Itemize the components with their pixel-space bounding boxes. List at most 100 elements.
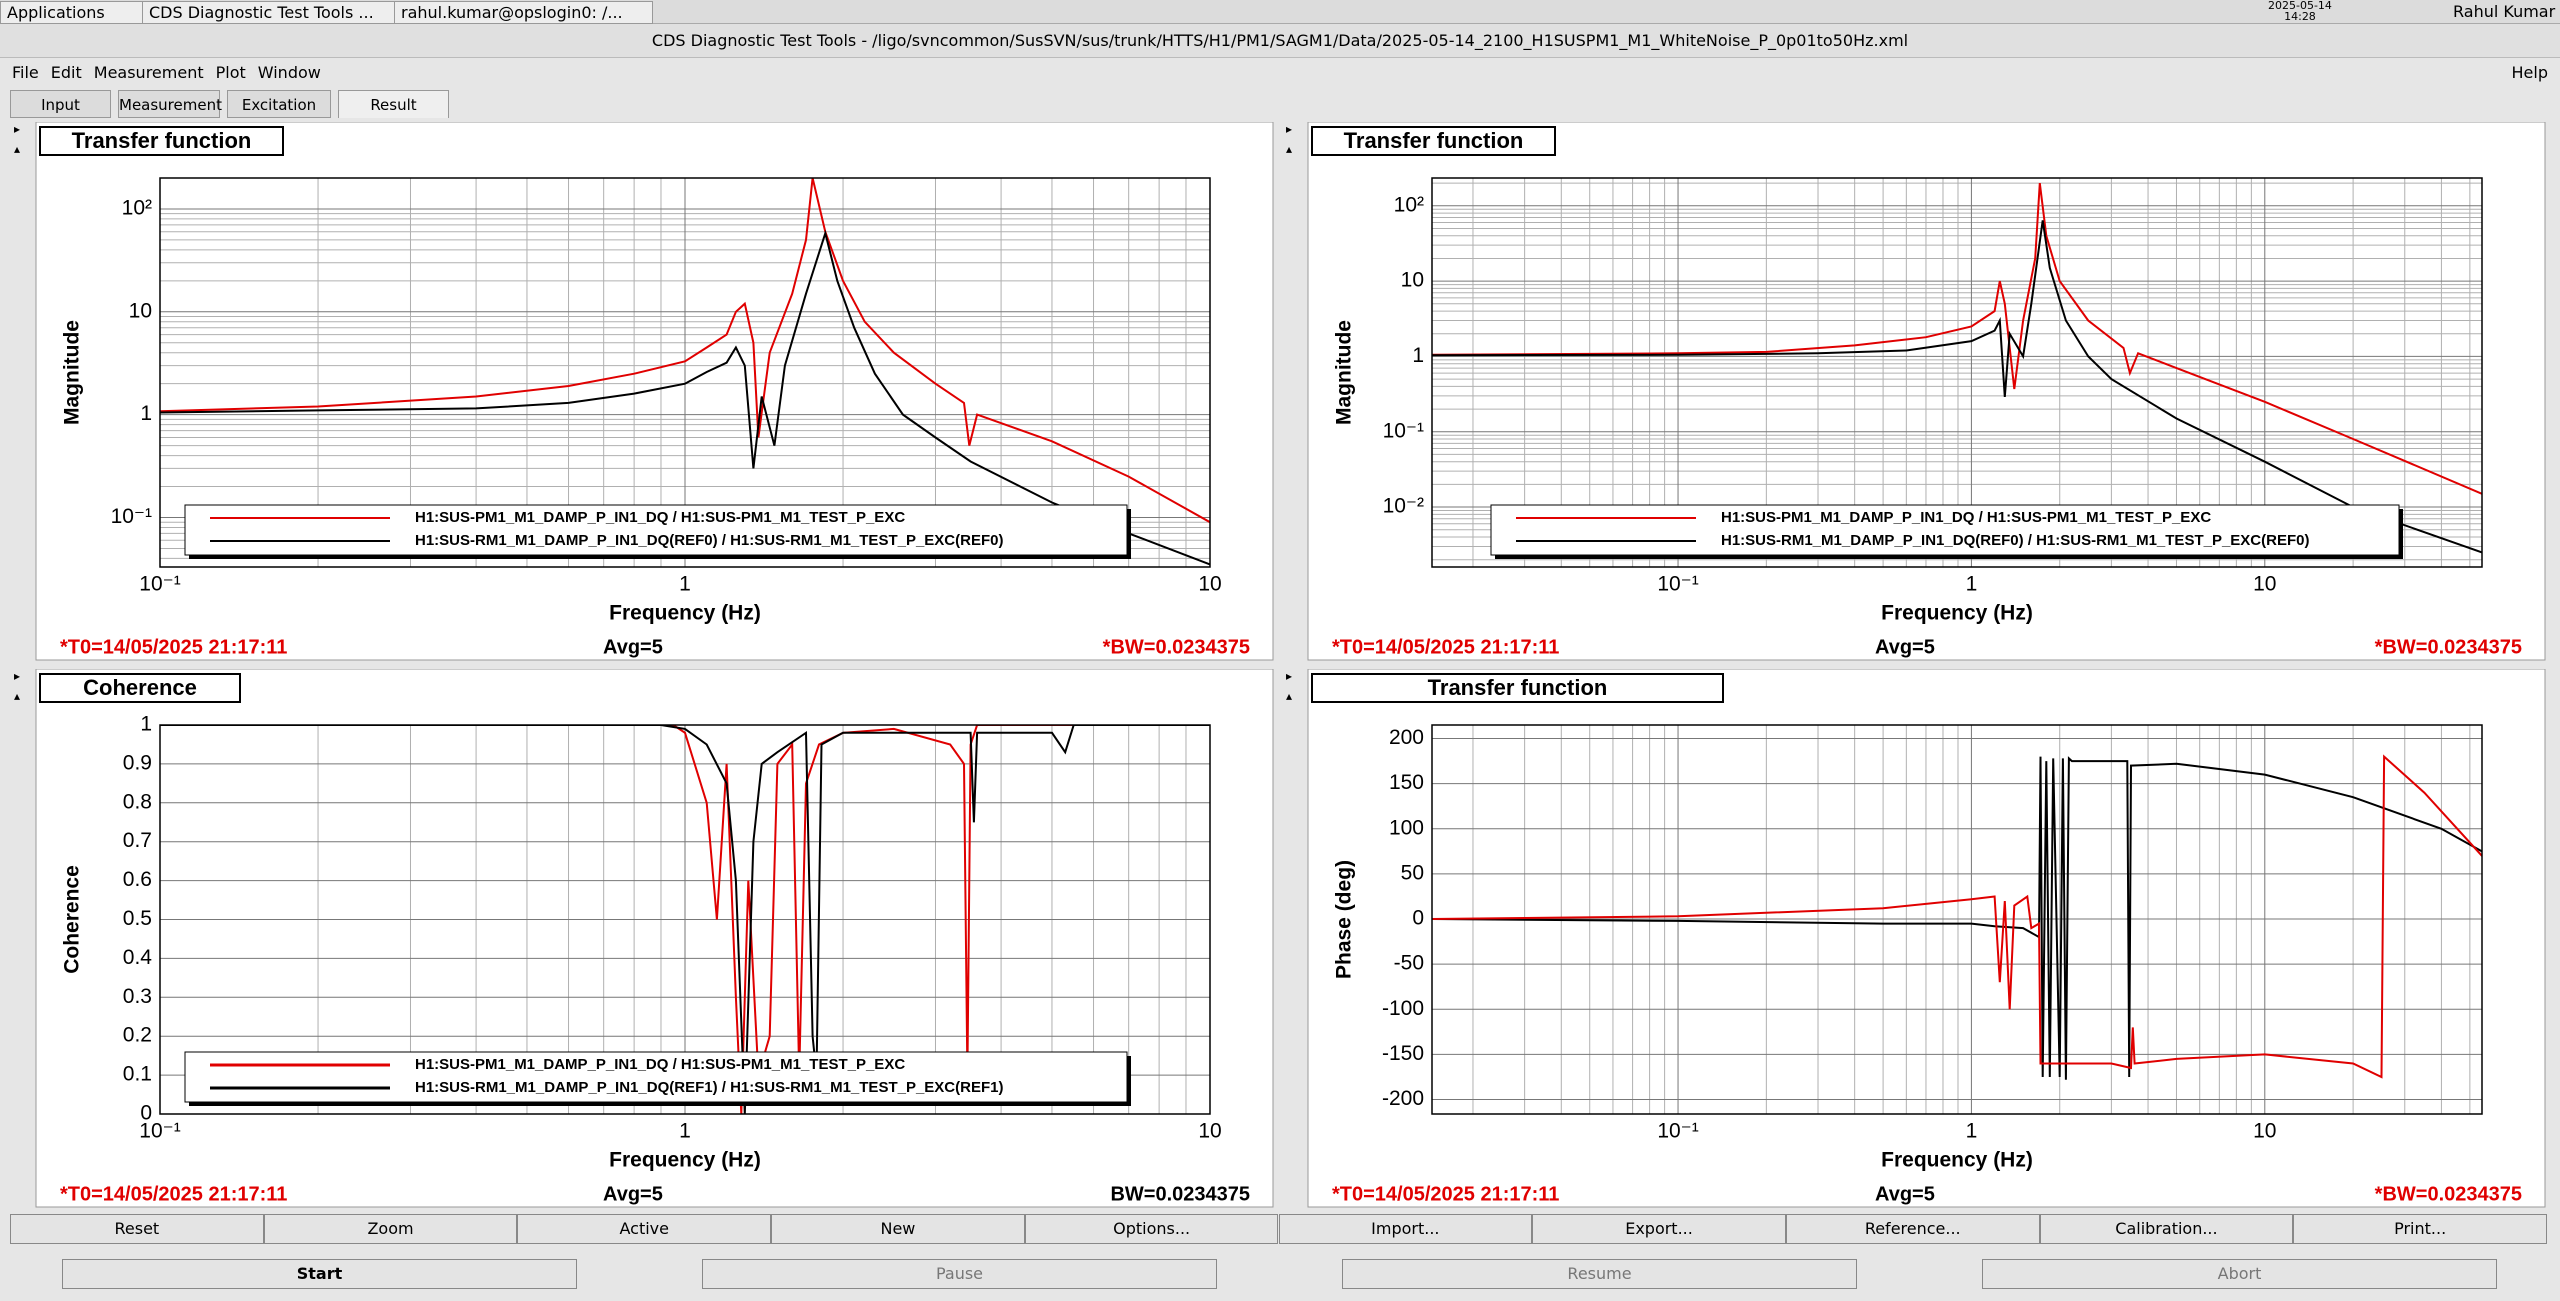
- control-button[interactable]: Resume: [1342, 1259, 1857, 1289]
- x-tick-label: 10: [2253, 573, 2276, 596]
- menu-item[interactable]: Edit: [50, 63, 82, 82]
- series-line: [160, 229, 1210, 566]
- y-axis-label: Magnitude: [1333, 320, 1356, 425]
- series-line: [160, 725, 1210, 1114]
- title-box: [1311, 673, 1724, 703]
- time: 14:28: [2284, 10, 2316, 23]
- y-tick-label: 0.5: [123, 907, 152, 930]
- tab[interactable]: Result: [338, 90, 449, 118]
- title-box: [1311, 126, 1556, 156]
- menu-bar: File Edit Measurement Plot Window Help: [0, 58, 2560, 88]
- y-tick-label: 0: [1412, 907, 1424, 930]
- avg-label: Avg=5: [1875, 636, 1935, 658]
- legend-label: H1:SUS-RM1_M1_DAMP_P_IN1_DQ(REF0) / H1:S…: [415, 532, 1003, 549]
- y-tick-label: 0.4: [123, 946, 153, 969]
- y-tick-label: -200: [1382, 1087, 1424, 1110]
- button[interactable]: New: [771, 1214, 1025, 1244]
- legend-box: [1490, 504, 2400, 556]
- y-tick-label: 10⁻¹: [1383, 419, 1424, 442]
- expand-arrow: ▸: [1286, 122, 1292, 136]
- x-tick-label: 10⁻¹: [1657, 1120, 1698, 1143]
- y-tick-label: 100: [1389, 816, 1424, 839]
- menu-item[interactable]: Measurement: [93, 63, 204, 82]
- button[interactable]: Import...: [1278, 1214, 1533, 1244]
- plot-title: Transfer function: [1428, 675, 1608, 700]
- y-axis-label: Phase (deg): [1333, 860, 1356, 979]
- y-axis-label: Magnitude: [61, 320, 84, 425]
- y-tick-label: 10²: [122, 197, 152, 220]
- y-tick-label: 1: [140, 713, 152, 736]
- control-button[interactable]: Abort: [1982, 1259, 2497, 1289]
- button[interactable]: Reset: [10, 1214, 264, 1244]
- menu-item[interactable]: Plot: [215, 63, 246, 82]
- y-tick-label: -50: [1394, 952, 1424, 975]
- expand-arrow: ▸: [14, 122, 20, 136]
- taskbar-item[interactable]: rahul.kumar@opslogin0: /...: [394, 1, 653, 24]
- clock: 2025-05-14 14:28: [2268, 0, 2332, 22]
- control-button[interactable]: Pause: [702, 1259, 1217, 1289]
- plot-frame: [1431, 724, 2483, 1115]
- expand-arrow: ▴: [14, 142, 20, 156]
- expand-arrow: ▴: [1286, 142, 1292, 156]
- button[interactable]: Print...: [2293, 1214, 2547, 1244]
- t0-label: *T0=14/05/2025 21:17:11: [60, 1183, 287, 1205]
- y-tick-label: 50: [1401, 861, 1424, 884]
- x-tick-label: 10: [2253, 1120, 2276, 1143]
- x-tick-label: 10⁻¹: [139, 573, 180, 596]
- y-tick-label: 10: [129, 299, 152, 322]
- title-box: [39, 126, 284, 156]
- tab[interactable]: Excitation: [227, 90, 331, 118]
- avg-label: Avg=5: [603, 1183, 663, 1205]
- plot-frame: [1431, 177, 2483, 568]
- button[interactable]: Active: [517, 1214, 772, 1244]
- tab[interactable]: Input: [10, 90, 111, 118]
- window-title: CDS Diagnostic Test Tools - /ligo/svncom…: [0, 24, 2560, 58]
- x-axis-label: Frequency (Hz): [1881, 1149, 2033, 1172]
- taskbar-item[interactable]: Applications: [0, 1, 149, 24]
- t0-label: *T0=14/05/2025 21:17:11: [1332, 636, 1559, 658]
- user[interactable]: Rahul Kumar: [2453, 2, 2556, 21]
- y-tick-label: 0.6: [123, 868, 152, 891]
- button[interactable]: Export...: [1532, 1214, 1786, 1244]
- x-axis-label: Frequency (Hz): [609, 602, 761, 625]
- y-tick-label: 0.3: [123, 985, 152, 1008]
- expand-arrow: ▴: [14, 689, 20, 703]
- expand-arrow: ▴: [1286, 689, 1292, 703]
- y-tick-label: 1: [1412, 344, 1424, 367]
- y-tick-label: 0.9: [123, 751, 152, 774]
- button[interactable]: Reference...: [1785, 1214, 2040, 1244]
- series-line: [160, 725, 1210, 1114]
- menu-item[interactable]: Help: [2511, 63, 2548, 82]
- button[interactable]: Calibration...: [2039, 1214, 2294, 1244]
- y-tick-label: 10: [1401, 269, 1424, 292]
- menu-item[interactable]: File: [12, 63, 39, 82]
- control-button[interactable]: Start: [62, 1259, 577, 1289]
- x-tick-label: 10: [1198, 1120, 1221, 1143]
- y-axis-label: Coherence: [61, 865, 84, 974]
- series-line: [1432, 754, 2482, 1079]
- y-tick-label: 0.8: [123, 790, 152, 813]
- button[interactable]: Zoom: [263, 1214, 518, 1244]
- expand-arrow: ▸: [14, 669, 20, 683]
- x-tick-label: 10⁻¹: [1657, 573, 1698, 596]
- plot-frame: [159, 724, 1211, 1115]
- avg-label: Avg=5: [603, 636, 663, 658]
- plot-title: Coherence: [83, 675, 197, 700]
- bw-label: *BW=0.0234375: [2375, 1183, 2522, 1205]
- y-tick-label: -150: [1382, 1042, 1424, 1065]
- y-tick-label: 200: [1389, 726, 1424, 749]
- bw-label: *BW=0.0234375: [2375, 636, 2522, 658]
- y-tick-label: 0.7: [123, 829, 152, 852]
- tab[interactable]: Measurement: [118, 90, 222, 118]
- legend-label: H1:SUS-PM1_M1_DAMP_P_IN1_DQ / H1:SUS-PM1…: [415, 509, 905, 526]
- bw-label: *BW=0.0234375: [1103, 636, 1250, 658]
- taskbar-item[interactable]: CDS Diagnostic Test Tools ...: [142, 1, 401, 24]
- panel-frame: [35, 122, 1274, 661]
- plot-frame: [159, 177, 1211, 568]
- x-tick-label: 10⁻¹: [139, 1120, 180, 1143]
- menu-item[interactable]: Window: [257, 63, 321, 82]
- button[interactable]: Options...: [1024, 1214, 1279, 1244]
- plot-title: Transfer function: [72, 128, 252, 153]
- avg-label: Avg=5: [1875, 1183, 1935, 1205]
- x-tick-label: 10: [1198, 573, 1221, 596]
